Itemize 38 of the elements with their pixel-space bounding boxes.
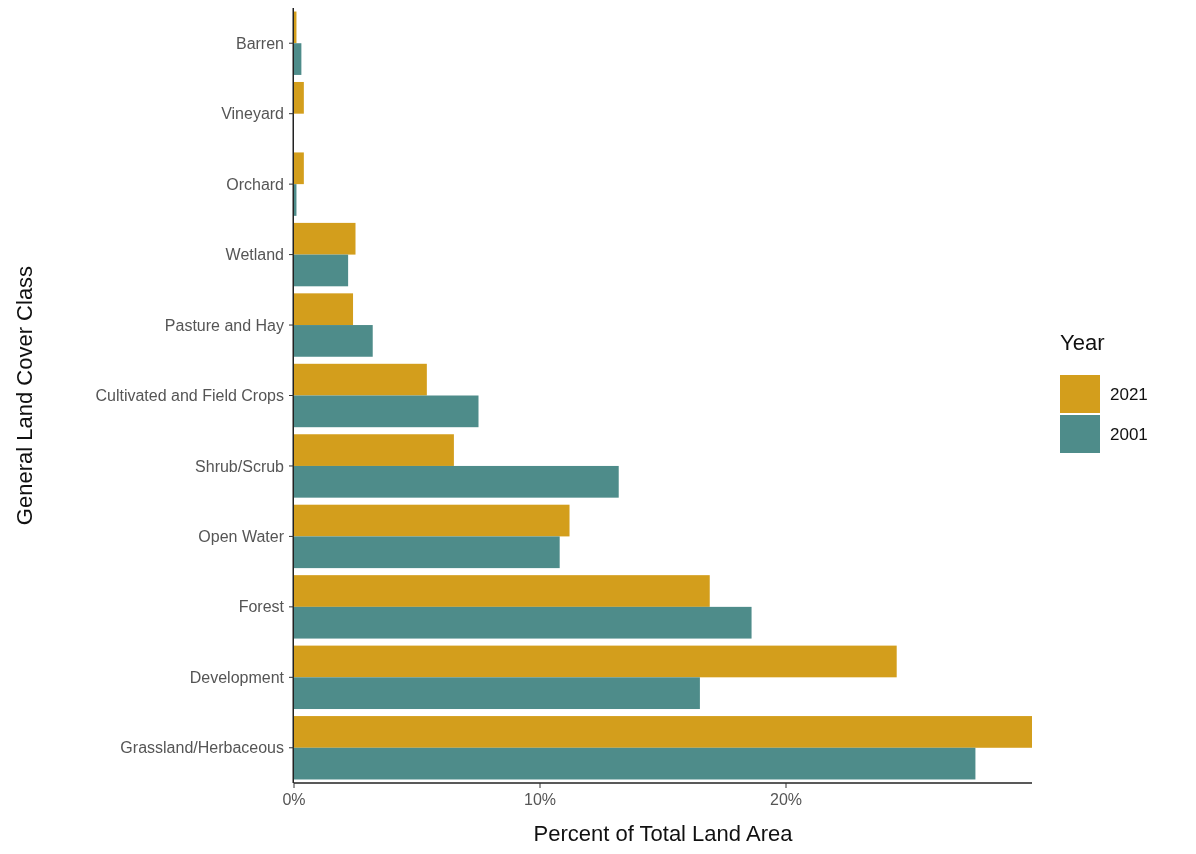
y-tick-label: Shrub/Scrub: [195, 457, 285, 475]
y-axis-title: General Land Cover Class: [12, 265, 37, 526]
bar: [294, 504, 570, 537]
legend-label: 2001: [1110, 424, 1148, 444]
bar: [294, 465, 619, 498]
legend-label: 2021: [1110, 384, 1148, 404]
legend-title: Year: [1060, 330, 1105, 355]
bar: [294, 293, 354, 326]
bar: [294, 43, 302, 75]
x-axis-title: Percent of Total Land Area: [533, 821, 794, 846]
bar: [294, 152, 304, 185]
bar: [294, 645, 897, 678]
bar: [294, 222, 356, 255]
y-tick-label: Development: [189, 668, 285, 686]
bar: [294, 363, 427, 396]
bar: [294, 325, 373, 357]
y-tick-label: Barren: [235, 34, 284, 52]
bar: [294, 81, 304, 114]
bar: [294, 254, 349, 287]
x-tick-label: 0%: [282, 791, 306, 808]
y-tick-label: Orchard: [226, 175, 284, 193]
bar: [294, 677, 700, 710]
bar: [294, 747, 976, 780]
bar: [294, 434, 454, 466]
bar: [294, 716, 1032, 748]
y-tick-label: Pasture and Hay: [164, 316, 284, 334]
y-tick-label: Vineyard: [221, 105, 284, 123]
y-tick-label: Forest: [238, 598, 285, 616]
y-tick-label: Cultivated and Field Crops: [95, 387, 284, 405]
bar: [294, 575, 710, 607]
y-tick-label: Grassland/Herbaceous: [120, 739, 284, 757]
y-tick-label: Wetland: [225, 246, 284, 264]
bar: [294, 606, 752, 639]
x-tick-label: 10%: [523, 791, 557, 808]
bar: [294, 395, 479, 428]
y-tick-label: Open Water: [198, 528, 285, 546]
x-tick-label: 20%: [769, 791, 803, 808]
bar: [294, 536, 560, 569]
